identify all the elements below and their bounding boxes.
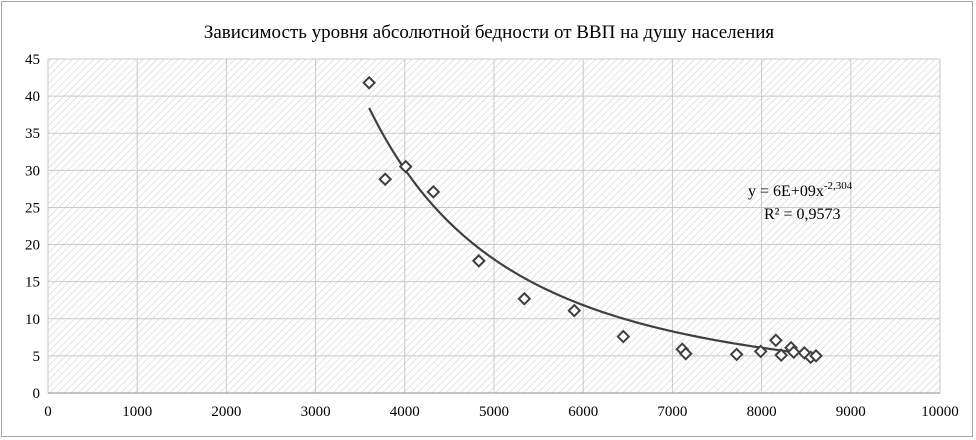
x-tick-label: 5000: [479, 404, 509, 420]
data-point: [378, 172, 393, 187]
x-tick-label: 9000: [836, 404, 866, 420]
x-tick-label: 4000: [390, 404, 420, 420]
data-point: [678, 346, 693, 361]
y-tick-label: 15: [25, 275, 40, 291]
x-tick-label: 6000: [568, 404, 598, 420]
data-point: [753, 344, 768, 359]
chart-title: Зависимость уровня абсолютной бедности о…: [204, 22, 775, 43]
data-point: [809, 348, 823, 363]
grid: [47, 58, 941, 394]
data-point: [616, 329, 631, 344]
x-tick-label: 7000: [657, 404, 687, 420]
data-point: [786, 345, 801, 360]
power-trendline: [368, 107, 819, 357]
trendline-equation-text: y = 6E+09x-2,304: [748, 180, 853, 200]
x-tick-label: 0: [44, 404, 52, 420]
y-tick-label: 0: [33, 386, 41, 402]
x-tick-label: 10000: [921, 404, 959, 420]
y-tick-label: 25: [25, 200, 40, 216]
data-point: [517, 291, 532, 306]
y-tick-label: 35: [25, 126, 40, 142]
data-point: [567, 303, 582, 318]
x-tick-label: 2000: [211, 404, 241, 420]
data-point: [774, 348, 789, 363]
y-tick-label: 20: [25, 238, 40, 254]
data-points: [362, 75, 823, 365]
x-tick-label: 3000: [301, 404, 331, 420]
y-tick-label: 5: [33, 349, 41, 365]
equation-base: y = 6E+09x: [748, 183, 824, 200]
y-tick-label: 40: [25, 89, 40, 105]
data-point: [398, 159, 413, 174]
data-point: [362, 75, 377, 90]
r-squared-text: R² = 0,9573: [764, 206, 841, 223]
y-tick-label: 10: [25, 312, 40, 328]
data-point: [426, 184, 441, 199]
y-tick-label: 30: [25, 163, 40, 179]
data-point: [471, 253, 486, 268]
trendline-equation: y = 6E+09x-2,304 R² = 0,9573: [748, 180, 853, 223]
x-tick-label: 1000: [122, 404, 152, 420]
equation-exponent: -2,304: [824, 180, 853, 192]
data-point: [729, 347, 744, 362]
data-point: [768, 333, 783, 348]
x-tick-label: 8000: [747, 404, 777, 420]
y-tick-label: 45: [25, 52, 40, 68]
axes: 0 5 10 15 20 25 30 35 40 45 0 1000 2000 3000 4000 5000 6…: [25, 52, 959, 420]
